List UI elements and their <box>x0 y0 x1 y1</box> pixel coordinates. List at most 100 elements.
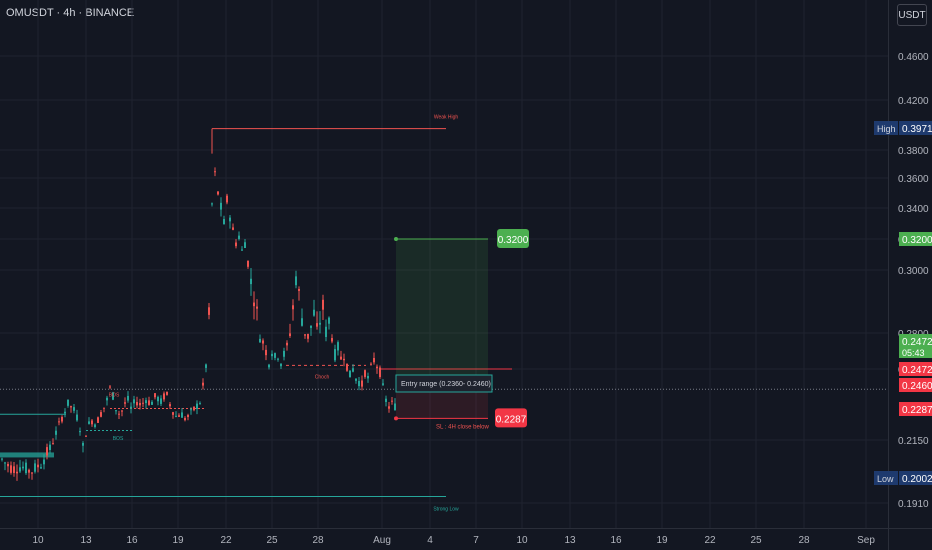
candle-body <box>91 420 93 425</box>
candle-body <box>193 406 195 411</box>
time-tick-label: 16 <box>126 535 138 546</box>
target-badge-label: 0.3200 <box>498 235 529 246</box>
price-scale-tag <box>899 121 932 135</box>
candle-body <box>163 393 165 400</box>
price-tick-label: 0.4200 <box>898 96 929 107</box>
price-scale-tag <box>899 402 932 416</box>
time-tick-label: 10 <box>32 535 44 546</box>
candle-body <box>391 400 393 402</box>
price-scale-value: 0.2287 <box>902 405 932 416</box>
target-badge <box>497 229 529 248</box>
price-tick-label: 0.3400 <box>898 204 929 215</box>
candle-body <box>238 235 240 239</box>
candle-body <box>34 463 36 472</box>
price-scale-value: 0.2002 <box>902 474 932 485</box>
price-scale-tag <box>899 334 932 358</box>
price-tick-label: 0.1910 <box>898 499 929 510</box>
stop-zone <box>396 391 488 419</box>
candle-body <box>316 323 318 327</box>
candle-body <box>235 242 237 247</box>
candle-body <box>70 406 72 408</box>
candle-body <box>112 392 114 400</box>
time-tick-label: 22 <box>220 535 232 546</box>
candle-body <box>373 358 375 363</box>
candle-body <box>349 370 351 378</box>
candle-body <box>151 401 153 405</box>
candle-body <box>157 396 159 402</box>
entry-range-label: Entry range (0.2360- 0.2460) <box>401 381 491 388</box>
candle-body <box>331 338 333 342</box>
candle-body <box>382 383 384 385</box>
candle-body <box>292 305 294 310</box>
candle-body <box>379 367 381 378</box>
currency-button[interactable]: USDT <box>897 4 927 26</box>
candle-body <box>142 402 144 404</box>
price-scale-tag-name: Low <box>877 474 894 484</box>
candle-body <box>334 349 336 361</box>
price-tick-label: 0.3600 <box>898 174 929 185</box>
candle-body <box>241 249 243 251</box>
time-tick-label: 28 <box>312 535 324 546</box>
candle-body <box>253 302 255 307</box>
candle-body <box>340 356 342 360</box>
candles <box>1 167 396 481</box>
candle-body <box>4 462 6 464</box>
candle-body <box>220 202 222 210</box>
candle-body <box>286 342 288 346</box>
candle-body <box>223 219 225 225</box>
candle-body <box>190 409 192 411</box>
candle-body <box>232 227 234 230</box>
candle-body <box>22 466 24 469</box>
candle-body <box>394 403 396 411</box>
price-tick-label: 0.3800 <box>898 146 929 157</box>
time-tick-label: 4 <box>427 535 433 546</box>
stop-anchor <box>394 416 398 421</box>
candle-body <box>337 342 339 351</box>
candle-body <box>103 407 105 409</box>
candle-body <box>187 414 189 418</box>
time-tick-label: 25 <box>750 535 762 546</box>
candle-body <box>178 415 180 417</box>
stop-loss-note: SL : 4H close below <box>436 424 489 430</box>
candle-body <box>175 415 177 417</box>
candle-body <box>100 412 102 417</box>
price-tick-label: 0.3000 <box>898 266 929 277</box>
candle-body <box>355 378 357 381</box>
time-tick-label: Aug <box>373 535 391 546</box>
candle-body <box>10 465 12 473</box>
candle-body <box>13 466 15 473</box>
candle-body <box>160 398 162 404</box>
candle-body <box>46 447 48 456</box>
candle-body <box>313 309 315 316</box>
candle-body <box>130 406 132 409</box>
candle-body <box>124 402 126 404</box>
candle-body <box>277 358 279 360</box>
candle-body <box>196 403 198 409</box>
candle-body <box>361 380 363 387</box>
candle-body <box>385 398 387 402</box>
candle-body <box>268 364 270 368</box>
candle-body <box>274 353 276 358</box>
candle-body <box>61 416 63 422</box>
strong-low-label: Strong Low <box>433 506 459 512</box>
candle-body <box>37 464 39 468</box>
price-scale-value: 0.2472 <box>902 337 932 348</box>
candle-body <box>283 350 285 357</box>
candle-body <box>217 191 219 195</box>
candle-body <box>82 442 84 446</box>
candle-body <box>49 444 51 451</box>
candle-body <box>247 260 249 267</box>
time-tick-label: 28 <box>798 535 810 546</box>
candle-body <box>214 171 216 173</box>
candle-body <box>154 393 156 398</box>
price-scale-tag-name-bg <box>874 121 898 135</box>
time-tick-label: 16 <box>610 535 622 546</box>
price-scale-tag-name: High <box>877 124 896 134</box>
candle-body <box>325 326 327 337</box>
candle-body <box>85 435 87 437</box>
candle-body <box>367 375 369 379</box>
candle-body <box>73 407 75 411</box>
candle-body <box>265 349 267 356</box>
candle-body <box>301 318 303 326</box>
